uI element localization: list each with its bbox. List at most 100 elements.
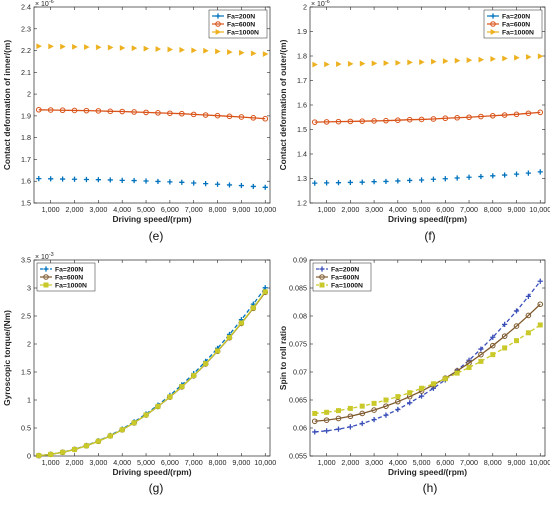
data-point <box>359 403 365 409</box>
x-axis-label: Driving speed/(rpm) <box>112 467 191 477</box>
data-point <box>537 301 544 308</box>
data-point <box>335 118 342 125</box>
data-point <box>190 111 197 118</box>
x-tick-label: 1,000 <box>42 458 60 467</box>
legend-entry: Fa=600N <box>487 21 530 28</box>
data-point <box>347 60 354 67</box>
data-point <box>513 323 520 329</box>
data-point <box>430 381 436 387</box>
y-tick-label: 2.3 <box>21 24 31 33</box>
legend-marker <box>215 21 221 27</box>
x-tick-label: 5,000 <box>137 205 155 214</box>
y-tick-label: 1.5 <box>21 368 31 377</box>
data-point <box>359 60 366 67</box>
data-point <box>191 180 197 186</box>
data-point <box>525 330 531 336</box>
data-point <box>48 43 54 50</box>
data-point <box>418 116 425 123</box>
data-point <box>395 59 402 66</box>
data-point <box>430 116 437 122</box>
y-tick-label: 0 <box>27 452 31 461</box>
data-point <box>489 342 496 349</box>
legend-label: Fa=600N <box>55 274 83 281</box>
data-point <box>359 410 366 417</box>
data-point <box>502 172 508 178</box>
data-point <box>383 412 389 418</box>
x-tick-label: 9,000 <box>232 205 250 214</box>
data-point <box>478 358 484 364</box>
series-3 <box>36 43 269 57</box>
plot-area <box>33 259 271 457</box>
plot-area <box>309 259 546 457</box>
y-tick-label: 2.4 <box>21 3 31 12</box>
data-point <box>335 408 341 414</box>
panel-caption: (g) <box>149 481 164 495</box>
data-point <box>119 427 125 433</box>
legend-marker <box>319 282 325 288</box>
y-tick-label: 0.09 <box>293 256 307 265</box>
series-1 <box>312 169 543 186</box>
data-point <box>226 182 233 188</box>
data-point <box>262 184 268 190</box>
y-tick-label: 3.5 <box>21 256 31 265</box>
data-point <box>312 410 318 416</box>
series-3 <box>312 322 543 416</box>
data-point <box>454 114 460 121</box>
data-point <box>324 409 330 415</box>
legend-label: Fa=600N <box>331 274 359 281</box>
y-exponent-label: × 10-6 <box>311 0 330 8</box>
legend-marker <box>319 266 325 272</box>
data-point <box>107 433 113 439</box>
data-point <box>371 407 377 413</box>
data-point <box>250 115 257 121</box>
series-1 <box>36 176 268 190</box>
x-tick-label: 8,000 <box>209 205 227 214</box>
legend-marker <box>319 274 325 280</box>
data-point <box>131 420 137 426</box>
y-tick-label: 1.6 <box>21 177 31 186</box>
data-point <box>312 180 318 186</box>
data-point <box>191 373 197 379</box>
data-point <box>95 44 102 51</box>
legend-entry: Fa=600N <box>40 274 83 281</box>
data-point <box>119 45 126 51</box>
data-point <box>324 180 330 186</box>
data-point <box>202 112 209 118</box>
data-point <box>407 390 413 396</box>
y-tick-label: 1.3 <box>297 174 307 183</box>
data-point <box>466 174 472 180</box>
data-point <box>226 113 233 120</box>
data-point <box>418 393 425 399</box>
x-tick-label: 4,000 <box>113 458 131 467</box>
data-point <box>419 59 425 66</box>
legend-entry: Fa=200N <box>212 13 255 20</box>
y-tick-label: 0.06 <box>293 424 307 433</box>
x-tick-label: 2,000 <box>341 205 359 214</box>
y-exponent-power: -3 <box>49 252 54 258</box>
data-point <box>371 60 378 67</box>
data-point <box>537 278 543 284</box>
data-point <box>454 175 460 181</box>
y-exponent-label: × 10-3 <box>35 252 54 261</box>
data-point <box>143 45 150 52</box>
legend-marker <box>215 13 221 19</box>
chart-panel-f: 1,000 2,000 3,000 4,000 5,000 6,000 7,000 8,000… <box>278 0 550 243</box>
y-tick-label: 2.1 <box>21 68 31 77</box>
data-point <box>155 403 161 409</box>
data-point <box>84 44 90 51</box>
legend-marker <box>215 29 222 35</box>
data-point <box>407 59 413 66</box>
legend-marker <box>490 21 496 27</box>
legend-label: Fa=200N <box>55 266 83 273</box>
x-tick-label: 6,000 <box>436 458 454 467</box>
data-point <box>119 177 125 183</box>
data-point <box>537 322 543 328</box>
y-tick-label: 0.065 <box>289 396 307 405</box>
data-point <box>419 385 425 391</box>
data-point <box>478 346 484 352</box>
y-tick-label: 2 <box>27 340 31 349</box>
data-point <box>262 289 268 295</box>
data-point <box>167 46 174 53</box>
data-point <box>238 49 245 56</box>
